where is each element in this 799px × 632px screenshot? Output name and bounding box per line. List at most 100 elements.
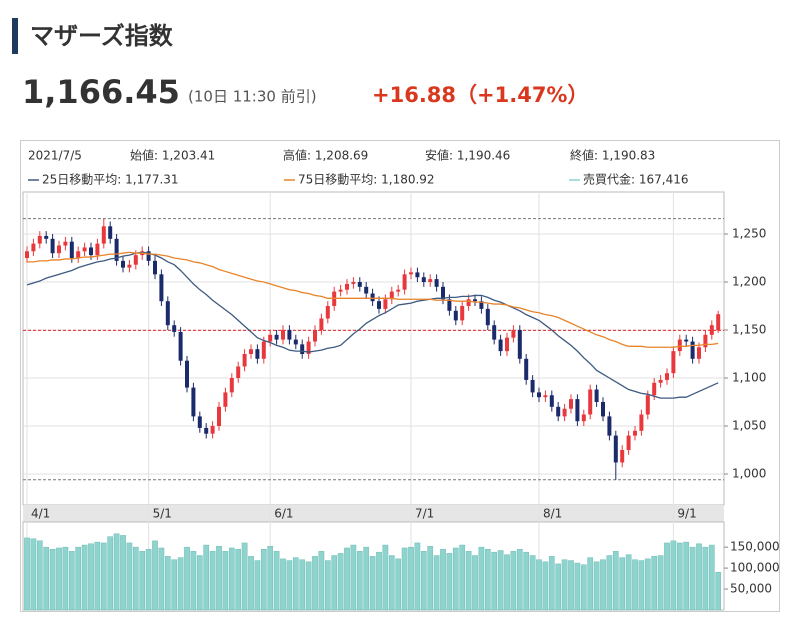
volume-bar	[344, 547, 350, 611]
volume-bar	[555, 563, 562, 611]
x-tick-label: 7/1	[415, 507, 434, 521]
candle-body	[217, 406, 221, 426]
volume-bar	[363, 546, 370, 611]
change: +16.88（+1.47%）	[372, 83, 588, 107]
candle-body	[409, 272, 413, 275]
candle-body	[236, 366, 241, 378]
volume-bar	[625, 554, 632, 611]
candle-body	[172, 325, 177, 332]
volume-bar	[280, 558, 286, 611]
candle-body	[485, 308, 490, 326]
candle-body	[293, 339, 298, 345]
candle-body	[684, 339, 689, 342]
volume-bar	[235, 548, 242, 611]
candle-body	[703, 334, 708, 348]
hover-high: 高値: 1,208.69	[283, 148, 368, 163]
candle-body	[530, 379, 535, 393]
candle-body	[178, 331, 183, 361]
candle-body	[645, 395, 650, 415]
candle-body	[223, 392, 228, 407]
candle-body	[153, 260, 157, 275]
candle-body	[569, 399, 573, 409]
candle-body	[50, 238, 55, 254]
x-tick-label: 8/1	[543, 507, 562, 521]
hover-close: 終値: 1,190.83	[570, 148, 655, 163]
candle-body	[351, 281, 356, 284]
x-tick-label: 4/1	[31, 507, 50, 521]
volume-bar	[472, 555, 478, 611]
volume-bar	[708, 544, 715, 611]
volume-bar	[350, 544, 357, 611]
candle-body	[210, 425, 215, 434]
candle-body	[281, 329, 285, 340]
candle-body	[313, 329, 317, 342]
candle-body	[626, 435, 631, 450]
candle-body	[524, 358, 529, 380]
volume-bar	[670, 540, 677, 611]
candle-body	[677, 339, 682, 352]
volume-bar	[56, 547, 62, 611]
volume-bar	[158, 547, 165, 611]
volume-bar	[305, 561, 312, 611]
candle-body	[274, 334, 279, 340]
candle-body	[255, 349, 260, 359]
candle-body	[44, 235, 49, 239]
volume-bar	[382, 544, 389, 611]
volume-bar	[132, 546, 139, 611]
candle-body	[652, 382, 657, 396]
volume-bar	[478, 546, 485, 611]
volume-bar	[651, 556, 658, 611]
volume-bar	[388, 555, 395, 611]
candle-body	[249, 349, 253, 354]
candle-body	[556, 406, 561, 417]
volume-bar	[209, 551, 216, 611]
candle-body	[466, 299, 471, 306]
volume-bar	[75, 546, 82, 611]
candle-body	[697, 347, 701, 359]
volume-bar	[536, 559, 542, 611]
volume-bar	[664, 542, 670, 611]
volume-bar	[401, 547, 408, 611]
candle-body	[108, 226, 113, 239]
volume-bar	[100, 542, 107, 611]
y-tick-label: 1,250	[732, 226, 766, 240]
volume-bar	[433, 555, 440, 611]
volume-bar	[395, 558, 402, 611]
volume-bar	[580, 564, 587, 611]
volume-bar	[689, 546, 696, 611]
hover-date: 2021/7/5	[28, 149, 82, 163]
candle-body	[543, 395, 548, 398]
volume-bar	[523, 551, 530, 611]
candle-body	[268, 334, 273, 342]
volume-bar	[292, 557, 299, 611]
candle-body	[114, 238, 119, 261]
candle-body	[575, 399, 580, 422]
candle-body	[325, 305, 330, 319]
candle-body	[588, 389, 593, 415]
x-tick-label: 5/1	[153, 507, 172, 521]
volume-bar	[286, 560, 293, 611]
volume-bar	[68, 551, 75, 611]
volume-bar	[548, 556, 555, 611]
candle-body	[101, 226, 106, 244]
volume-bar	[619, 557, 626, 611]
volume-bar	[638, 560, 645, 611]
volume-bar	[715, 572, 722, 611]
candle-body	[185, 360, 189, 388]
candle-body	[229, 377, 234, 393]
volume-bar	[49, 548, 56, 611]
time: (10日 11:30 前引)	[188, 88, 317, 106]
candle-body	[197, 416, 202, 428]
volume-bar	[593, 561, 600, 611]
frame	[20, 140, 780, 612]
volume-bar	[62, 546, 69, 611]
volume-bar	[529, 555, 536, 611]
candle-body	[716, 314, 721, 331]
candle-body	[345, 283, 349, 290]
title: マザーズ指数	[30, 22, 174, 50]
volume-bar	[696, 543, 702, 611]
hover-volume: 売買代金: 167,416	[583, 172, 688, 187]
volume-bar	[203, 544, 210, 611]
candle-body	[594, 389, 599, 402]
volume-bar	[561, 559, 568, 611]
